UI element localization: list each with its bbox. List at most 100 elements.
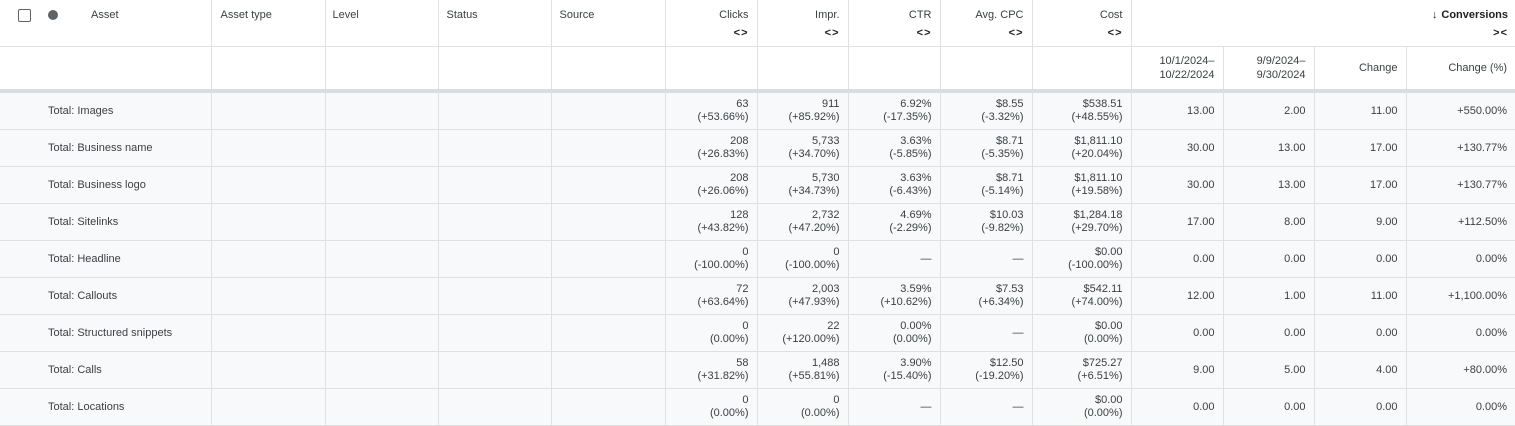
cost-cell: $725.27 (+6.51%): [1032, 351, 1132, 389]
impr-label[interactable]: Impr.: [815, 9, 840, 21]
expand-compare-icon[interactable]: <>: [824, 27, 840, 39]
asset-name-cell[interactable]: Total: Sitelinks: [0, 203, 212, 241]
cost-header[interactable]: Cost <>: [1032, 0, 1132, 47]
expand-compare-icon[interactable]: <>: [1008, 27, 1024, 39]
cost-cell-change: (-100.00%): [1068, 259, 1123, 271]
change-cell: 9.00: [1314, 203, 1407, 241]
impr-cell-value: 5,733: [811, 135, 840, 147]
cost-cell-change: (+74.00%): [1071, 296, 1123, 308]
conversions-label[interactable]: Conversions: [1441, 9, 1509, 21]
table-row[interactable]: Total: Business logo 208 (+26.06%) 5,730 (+3…: [0, 166, 1515, 204]
select-all-checkbox[interactable]: [18, 9, 31, 22]
cost-cell-change: (0.00%): [1083, 407, 1123, 419]
status-header[interactable]: Status: [438, 0, 552, 47]
level-label[interactable]: Level: [332, 9, 359, 21]
asset-name-cell[interactable]: Total: Callouts: [0, 277, 212, 315]
period2-conv-cell: 0.00: [1223, 240, 1315, 278]
table-row[interactable]: Total: Callouts 72 (+63.64%) 2,003 (+47.93%)…: [0, 277, 1515, 315]
asset-type-header[interactable]: Asset type: [211, 0, 326, 47]
asset-column-label[interactable]: Asset: [91, 9, 119, 21]
cost-label[interactable]: Cost: [1099, 9, 1123, 21]
impr-cell-value: 911: [821, 98, 840, 110]
source-header[interactable]: Source: [551, 0, 666, 47]
impr-cell-change: (0.00%): [800, 407, 840, 419]
asset-name-cell[interactable]: Total: Headline: [0, 240, 212, 278]
source-cell: [551, 277, 666, 315]
period1-conv-cell: 9.00: [1131, 351, 1224, 389]
expand-compare-icon[interactable]: <>: [1107, 27, 1123, 39]
clicks-label[interactable]: Clicks: [719, 9, 749, 21]
change-header[interactable]: Change: [1314, 46, 1407, 93]
period2-conv-cell: 0.00: [1223, 314, 1315, 352]
status-label[interactable]: Status: [446, 9, 478, 21]
ctr-cell: 6.92% (-17.35%): [848, 91, 941, 130]
period1-conv-cell: 0.00: [1131, 314, 1224, 352]
level-cell: [325, 351, 439, 389]
ctr-cell-value: 6.92%: [900, 98, 932, 110]
cost-cell-value: $725.27: [1082, 357, 1123, 369]
sort-descending-icon[interactable]: ↓: [1431, 9, 1438, 21]
table-row[interactable]: Total: Images 63 (+53.66%) 911 (+85.92%) 6.92…: [0, 91, 1515, 130]
impr-cell: 5,730 (+34.73%): [757, 166, 849, 204]
table-row[interactable]: Total: Business name 208 (+26.83%) 5,733 (+3…: [0, 129, 1515, 167]
impr-header[interactable]: Impr. <>: [757, 0, 849, 47]
period2-header[interactable]: 9/9/2024– 9/30/2024: [1223, 46, 1315, 93]
asset-name-cell[interactable]: Total: Business name: [0, 129, 212, 167]
ctr-cell: 3.90% (-15.40%): [848, 351, 941, 389]
table-row[interactable]: Total: Structured snippets 0 (0.00%) 22 (+12…: [0, 314, 1515, 352]
impr-cell: 2,003 (+47.93%): [757, 277, 849, 315]
asset-type-label[interactable]: Asset type: [220, 9, 272, 21]
conversions-header[interactable]: ↓ Conversions ><: [1131, 0, 1515, 47]
change-pct-header[interactable]: Change (%): [1406, 46, 1515, 93]
table-row[interactable]: Total: Sitelinks 128 (+43.82%) 2,732 (+47.20…: [0, 203, 1515, 241]
avg-cpc-cell: $10.03 (-9.82%): [940, 203, 1033, 241]
asset-name-cell[interactable]: Total: Business logo: [0, 166, 212, 204]
period1-header[interactable]: 10/1/2024– 10/22/2024: [1131, 46, 1224, 93]
asset-type-cell: [211, 240, 326, 278]
ctr-cell-change: (-2.29%): [889, 222, 932, 234]
level-header[interactable]: Level: [325, 0, 439, 47]
expand-compare-icon[interactable]: <>: [916, 27, 932, 39]
change-pct-cell: +130.77%: [1406, 166, 1515, 204]
change-pct-cell: +130.77%: [1406, 129, 1515, 167]
clicks-cell: 58 (+31.82%): [665, 351, 758, 389]
avg-cpc-cell: —: [940, 240, 1033, 278]
asset-name-cell[interactable]: Total: Calls: [0, 351, 212, 389]
subheader-empty: [0, 46, 212, 93]
collapse-compare-icon[interactable]: ><: [1493, 27, 1509, 39]
period2-conv-cell: 13.00: [1223, 166, 1315, 204]
asset-name-cell[interactable]: Total: Structured snippets: [0, 314, 212, 352]
subheader-empty: [211, 46, 326, 93]
source-cell: [551, 166, 666, 204]
cost-cell-change: (+48.55%): [1071, 111, 1123, 123]
clicks-cell-change: (0.00%): [709, 407, 749, 419]
source-label[interactable]: Source: [559, 9, 595, 21]
subheader-empty: [551, 46, 666, 93]
period2-conv-cell: 2.00: [1223, 91, 1315, 130]
asset-type-cell: [211, 203, 326, 241]
avg-cpc-header[interactable]: Avg. CPC <>: [940, 0, 1033, 47]
avg-cpc-cell-change: (-5.35%): [981, 148, 1024, 160]
table-row[interactable]: Total: Headline 0 (-100.00%) 0 (-100.00%) — — $…: [0, 240, 1515, 278]
asset-name-cell[interactable]: Total: Locations: [0, 388, 212, 426]
clicks-cell: 128 (+43.82%): [665, 203, 758, 241]
clicks-cell-value: 0: [742, 246, 749, 258]
level-cell: [325, 388, 439, 426]
expand-compare-icon[interactable]: <>: [733, 27, 749, 39]
period1-start: 10/1/2024–: [1159, 55, 1215, 67]
impr-cell-change: (+85.92%): [788, 111, 840, 123]
table-row[interactable]: Total: Locations 0 (0.00%) 0 (0.00%) — — $0.00(…: [0, 388, 1515, 426]
asset-name-cell[interactable]: Total: Images: [0, 91, 212, 130]
status-cell: [438, 351, 552, 389]
avg-cpc-label[interactable]: Avg. CPC: [975, 9, 1024, 21]
impr-cell-change: (+47.20%): [788, 222, 840, 234]
table-row[interactable]: Total: Calls 58 (+31.82%) 1,488 (+55.81%) 3.9…: [0, 351, 1515, 389]
ctr-label[interactable]: CTR: [908, 9, 932, 21]
change-cell: 17.00: [1314, 166, 1407, 204]
clicks-header[interactable]: Clicks <>: [665, 0, 758, 47]
cost-cell-value: $1,284.18: [1073, 209, 1123, 221]
ctr-cell-change: (+10.62%): [880, 296, 932, 308]
impr-cell-change: (+34.70%): [788, 148, 840, 160]
ctr-header[interactable]: CTR <>: [848, 0, 941, 47]
period1-conv-cell: 30.00: [1131, 166, 1224, 204]
